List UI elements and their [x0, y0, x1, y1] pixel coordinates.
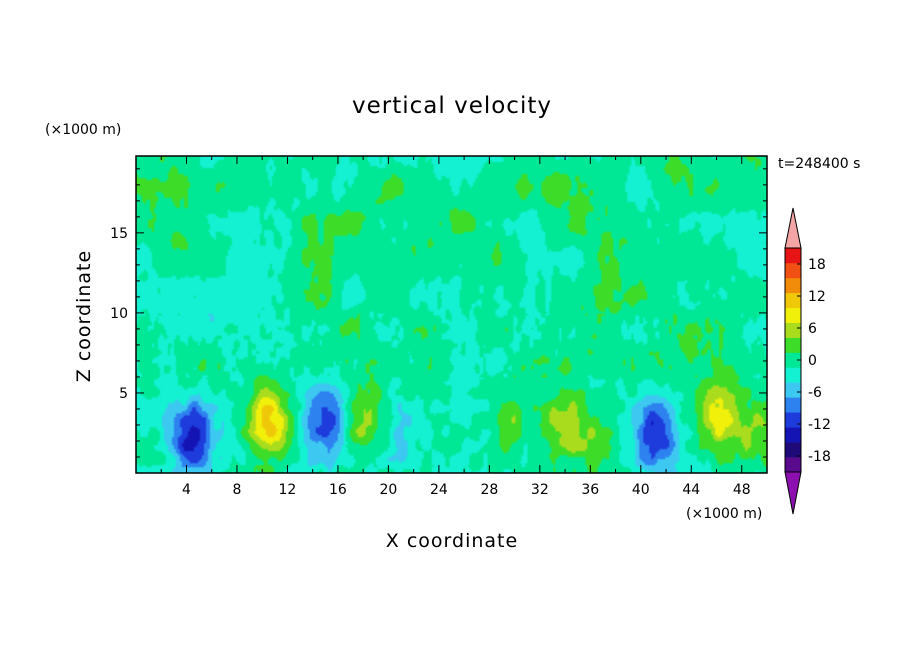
x-tick-label: 40 [632, 482, 650, 498]
x-tick-label: 8 [232, 482, 241, 498]
colorbar-band [785, 352, 801, 368]
colorbar-tick-label: 6 [808, 321, 817, 337]
colorbar-band [785, 457, 801, 473]
plot-area [135, 155, 768, 474]
time-label: t=248400 s [778, 156, 860, 172]
y-tick-label: 15 [110, 226, 128, 242]
x-tick-label: 20 [379, 482, 397, 498]
x-tick-label: 32 [531, 482, 549, 498]
x-tick-label: 28 [480, 482, 498, 498]
y-tick-label: 10 [110, 306, 128, 322]
colorbar-band [785, 277, 801, 294]
colorbar-tick-label: 18 [808, 257, 826, 273]
colorbar-band [785, 412, 801, 428]
contour-field [136, 156, 767, 473]
colorbar-band [785, 292, 801, 309]
y-tick-label: 5 [119, 386, 128, 402]
colorbar-tick-label: -18 [808, 449, 831, 465]
x-tick-label: 16 [329, 482, 347, 498]
colorbar-band [785, 427, 801, 443]
colorbar-band [785, 322, 801, 338]
colorbar-band [785, 367, 801, 383]
colorbar-tick-label: -6 [808, 385, 822, 401]
colorbar-tick-label: 0 [808, 353, 817, 369]
colorbar-band [785, 442, 801, 458]
chart-title: vertical velocity [352, 93, 552, 119]
y-axis: 5 10 15 [110, 168, 767, 458]
plot-frame [135, 155, 768, 474]
colorbar: 18 12 6 0 -6 -12 -18 [784, 207, 831, 515]
colorbar-tick-label: 12 [808, 289, 826, 305]
colorbar-under-arrow [784, 471, 802, 515]
x-axis: 4 8 12 16 20 24 28 32 36 40 44 48 [160, 156, 751, 498]
colorbar-over-arrow [784, 207, 802, 249]
colorbar-band [785, 337, 801, 353]
x-tick-label: 44 [682, 482, 700, 498]
x-unit-label: (×1000 m) [686, 506, 762, 522]
x-tick-label: 12 [279, 482, 297, 498]
colorbar-band [785, 397, 801, 413]
colorbar-band [785, 262, 801, 279]
x-axis-label: X coordinate [386, 530, 518, 552]
colorbar-band [785, 307, 801, 323]
colorbar-tick-label: -12 [808, 417, 831, 433]
x-tick-label: 4 [182, 482, 191, 498]
y-axis-label: Z coordinate [73, 250, 95, 382]
x-tick-label: 24 [430, 482, 448, 498]
x-tick-label: 48 [733, 482, 751, 498]
x-tick-label: 36 [581, 482, 599, 498]
colorbar-band [785, 382, 801, 398]
y-unit-label: (×1000 m) [45, 122, 121, 138]
colorbar-band [785, 248, 801, 264]
